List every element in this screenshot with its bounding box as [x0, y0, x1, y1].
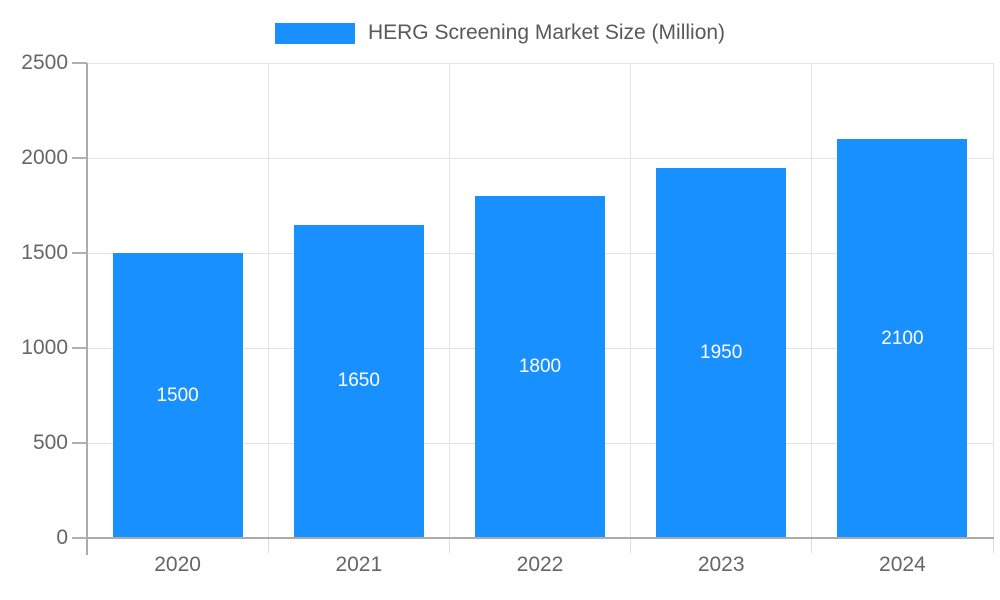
legend-label: HERG Screening Market Size (Million)	[367, 21, 726, 44]
y-axis-tick	[72, 442, 87, 444]
y-axis-tick	[72, 157, 87, 159]
gridline-y-2500	[87, 62, 993, 64]
legend[interactable]: HERG Screening Market Size (Million)	[0, 20, 1000, 46]
bar-2020[interactable]: 1500	[112, 253, 243, 538]
gridline-x-boundary	[992, 63, 994, 538]
x-axis-tick	[630, 539, 632, 553]
bar-2022[interactable]: 1800	[475, 196, 605, 538]
legend-swatch-icon	[274, 22, 355, 44]
gridline-x-boundary	[448, 63, 450, 538]
bar-value-label: 1800	[518, 356, 562, 377]
x-axis-tick	[992, 539, 994, 553]
x-axis-tick	[267, 539, 269, 553]
bar-value-label: 1500	[156, 384, 199, 406]
y-tick-label: 2000	[21, 146, 68, 169]
x-tick-label-2021: 2021	[335, 553, 383, 576]
y-tick-label: 500	[32, 431, 68, 454]
bar-value-label: 2100	[881, 327, 924, 349]
bar-2024[interactable]: 2100	[837, 139, 968, 538]
bar-value-label: 1650	[337, 370, 380, 392]
x-tick-label-2024: 2024	[879, 553, 926, 576]
gridline-x-boundary	[811, 63, 813, 538]
gridline-x-boundary	[630, 63, 632, 538]
y-axis-line	[86, 63, 88, 555]
y-tick-label: 1500	[21, 241, 68, 264]
y-tick-label: 1000	[21, 336, 68, 359]
plot-area: 1500 1650 1800 1950 2100	[87, 62, 994, 538]
y-axis-tick	[72, 537, 87, 539]
x-axis-tick	[811, 539, 813, 553]
y-tick-label: 0	[56, 526, 68, 549]
bar-2021[interactable]: 1650	[293, 224, 424, 538]
bar-2023[interactable]: 1950	[656, 167, 787, 538]
x-axis-tick	[448, 539, 450, 553]
y-tick-label: 2500	[21, 51, 68, 74]
y-axis-tick	[72, 62, 87, 64]
bar-value-label: 1950	[700, 341, 743, 363]
gridline-x-boundary	[267, 63, 269, 538]
y-axis-tick	[72, 252, 87, 254]
x-axis-line	[86, 537, 994, 539]
y-axis-tick	[72, 347, 87, 349]
x-tick-label-2023: 2023	[697, 553, 745, 576]
gridline-y-2000	[87, 157, 993, 159]
x-tick-label-2022: 2022	[516, 553, 564, 576]
x-tick-label-2020: 2020	[154, 553, 201, 576]
